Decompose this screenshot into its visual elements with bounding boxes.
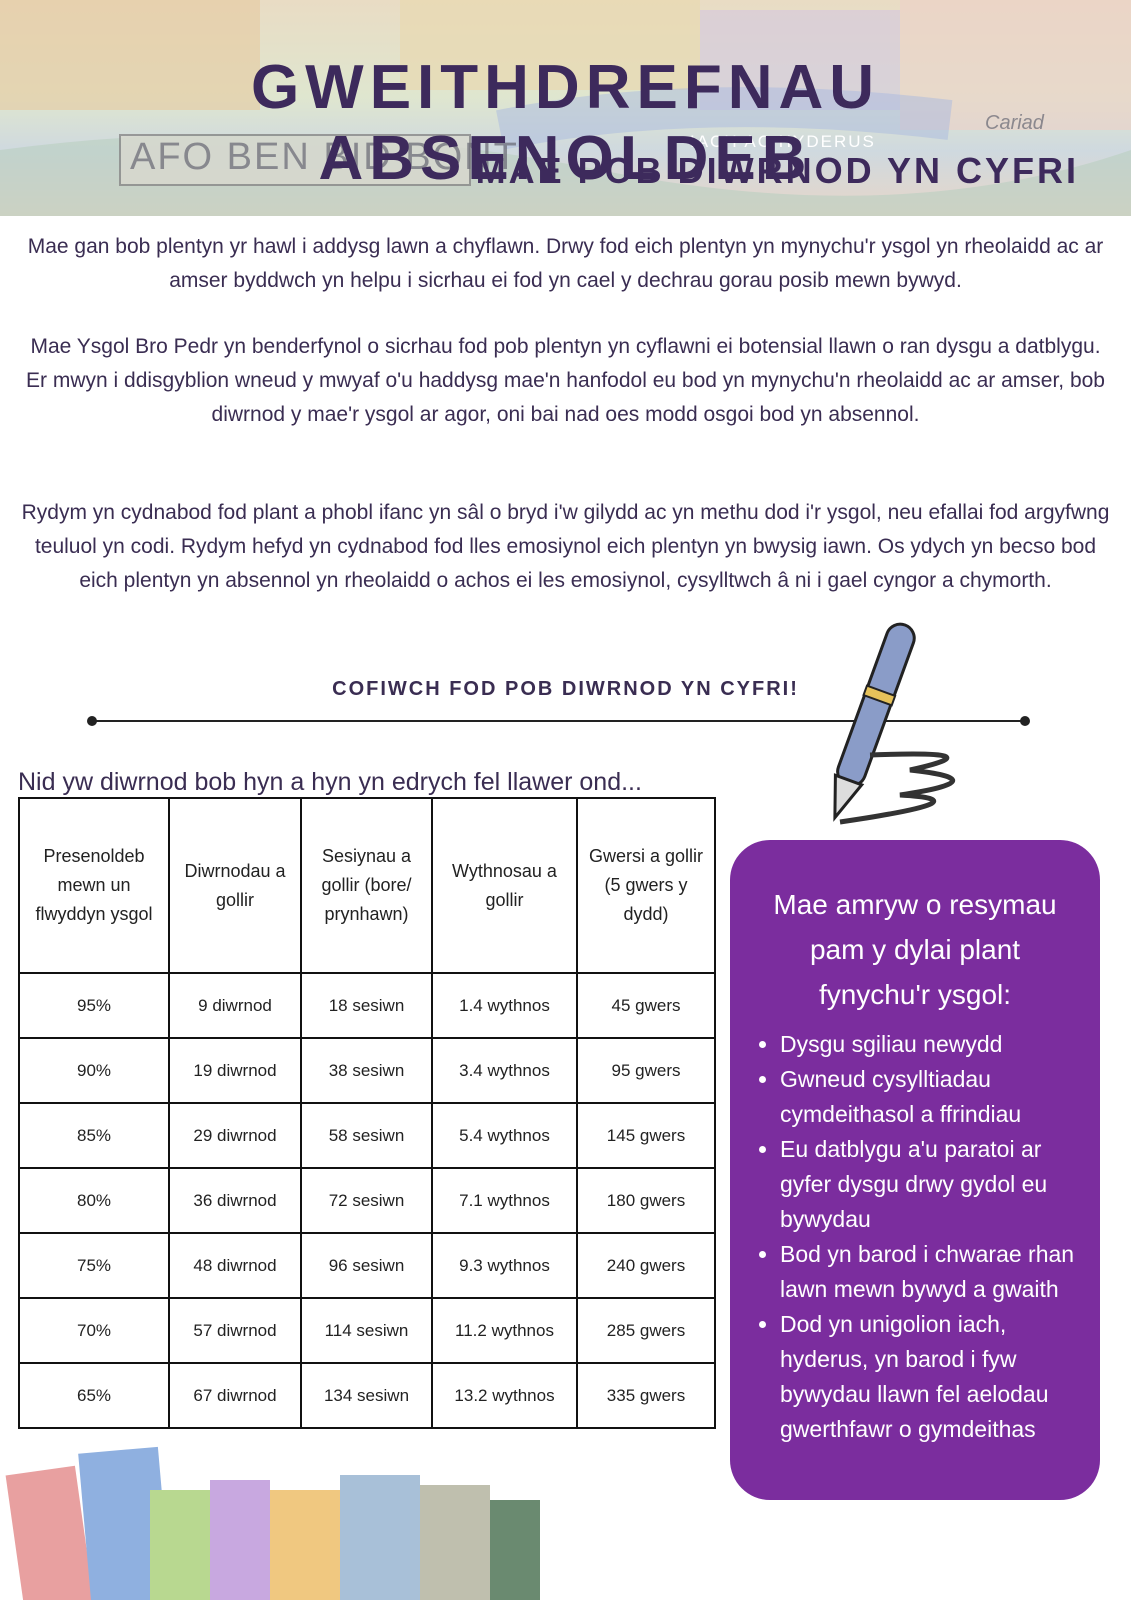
table-cell: 36 diwrnod <box>168 1167 302 1234</box>
table-row: 90% 19 diwrnod 38 sesiwn 3.4 wythnos 95 gwer… <box>18 1037 716 1104</box>
table-cell: 18 sesiwn <box>300 972 433 1039</box>
reasons-title: Mae amryw o resymau pam y dylai plant fy… <box>773 889 1057 1010</box>
table-cell: 335 gwers <box>576 1362 716 1429</box>
table-cell: 65% <box>18 1362 170 1429</box>
table-cell: 19 diwrnod <box>168 1037 302 1104</box>
reason-item: Eu datblygu a'u paratoi ar gyfer dysgu d… <box>780 1132 1082 1237</box>
table-cell: 45 gwers <box>576 972 716 1039</box>
header-cell: Gwersi a gollir (5 gwers y dydd) <box>576 797 716 974</box>
paragraph: Mae Ysgol Bro Pedr yn benderfynol o sicr… <box>26 335 1105 426</box>
table-cell: 3.4 wythnos <box>431 1037 578 1104</box>
table-cell: 95 gwers <box>576 1037 716 1104</box>
table-cell: 48 diwrnod <box>168 1232 302 1299</box>
table-row: 80% 36 diwrnod 72 sesiwn 7.1 wythnos 180 gwe… <box>18 1167 716 1234</box>
table-cell: 11.2 wythnos <box>431 1297 578 1364</box>
table-cell: 96 sesiwn <box>300 1232 433 1299</box>
banner-illustration <box>0 0 1131 216</box>
table-row: 95% 9 diwrnod 18 sesiwn 1.4 wythnos 45 gwers <box>18 972 716 1039</box>
reason-item: Gwneud cysylltiadau cymdeithasol a ffrin… <box>780 1062 1082 1132</box>
subtitle: MAE POB DIWRNOD YN CYFRI <box>475 150 1079 191</box>
table-cell: 13.2 wythnos <box>431 1362 578 1429</box>
table-cell: 7.1 wythnos <box>431 1167 578 1234</box>
header-cell: Wythnosau a gollir <box>431 797 578 974</box>
table-cell: 285 gwers <box>576 1297 716 1364</box>
table-cell: 180 gwers <box>576 1167 716 1234</box>
table-cell: 29 diwrnod <box>168 1102 302 1169</box>
books-illustration <box>5 1446 540 1600</box>
paragraph: Rydym yn cydnabod fod plant a phobl ifan… <box>21 501 1110 592</box>
table-cell: 70% <box>18 1297 170 1364</box>
table-cell: 67 diwrnod <box>168 1362 302 1429</box>
table-cell: 114 sesiwn <box>300 1297 433 1364</box>
header-cell: Presenoldeb mewn un flwyddyn ysgol <box>18 797 170 974</box>
header-cell: Sesiynau a gollir (bore/ prynhawn) <box>300 797 433 974</box>
table-cell: 9.3 wythnos <box>431 1232 578 1299</box>
table-intro: Nid yw diwrnod bob hyn a hyn yn edrych f… <box>18 768 642 796</box>
reasons-box: Mae amryw o resymau pam y dylai plant fy… <box>730 840 1100 1500</box>
table-row: 85% 29 diwrnod 58 sesiwn 5.4 wythnos 145 gwe… <box>18 1102 716 1169</box>
reason-item: Dod yn unigolion iach, hyderus, yn barod… <box>780 1307 1082 1447</box>
table-cell: 90% <box>18 1037 170 1104</box>
table-row: 65% 67 diwrnod 134 sesiwn 13.2 wythnos 335 g… <box>18 1362 716 1429</box>
banner-text: IACH AC HYDERUS <box>690 132 876 151</box>
table-row: 70% 57 diwrnod 114 sesiwn 11.2 wythnos 285 g… <box>18 1297 716 1364</box>
reason-item: Bod yn barod i chwarae rhan lawn mewn by… <box>780 1237 1082 1307</box>
table-cell: 134 sesiwn <box>300 1362 433 1429</box>
table-cell: 9 diwrnod <box>168 972 302 1039</box>
reasons-list: Dysgu sgiliau newyddGwneud cysylltiadau … <box>730 1027 1100 1447</box>
absence-table: Presenoldeb mewn un flwyddyn ysgol Diwrno… <box>18 797 716 1429</box>
header-row: Presenoldeb mewn un flwyddyn ysgol Diwrno… <box>18 797 716 974</box>
table-cell: 85% <box>18 1102 170 1169</box>
reminder: COFIWCH FOD POB DIWRNOD YN CYFRI! <box>332 678 799 700</box>
paragraph: Mae gan bob plentyn yr hawl i addysg law… <box>27 235 1104 292</box>
table-cell: 95% <box>18 972 170 1039</box>
table-cell: 145 gwers <box>576 1102 716 1169</box>
banner-text: Cariad <box>985 112 1044 134</box>
table-cell: 75% <box>18 1232 170 1299</box>
table-cell: 5.4 wythnos <box>431 1102 578 1169</box>
table-cell: 57 diwrnod <box>168 1297 302 1364</box>
table-cell: 80% <box>18 1167 170 1234</box>
table-body: 95% 9 diwrnod 18 sesiwn 1.4 wythnos 45 gwers… <box>18 972 716 1429</box>
header-cell: Diwrnodau a gollir <box>168 797 302 974</box>
table-cell: 1.4 wythnos <box>431 972 578 1039</box>
reason-item: Dysgu sgiliau newydd <box>780 1027 1082 1062</box>
table-row: 75% 48 diwrnod 96 sesiwn 9.3 wythnos 240 gwe… <box>18 1232 716 1299</box>
banner: AFO BEN BID BONT IACH AC HYDERUS Cariad … <box>0 0 1131 216</box>
table-cell: 240 gwers <box>576 1232 716 1299</box>
divider-pen <box>87 622 1030 825</box>
banner-text: AFO BEN BID BONT <box>130 136 519 178</box>
title: GWEITHDREFNAU ABSENOLDEB <box>250 53 881 193</box>
table-cell: 38 sesiwn <box>300 1037 433 1104</box>
table-cell: 72 sesiwn <box>300 1167 433 1234</box>
table-cell: 58 sesiwn <box>300 1102 433 1169</box>
